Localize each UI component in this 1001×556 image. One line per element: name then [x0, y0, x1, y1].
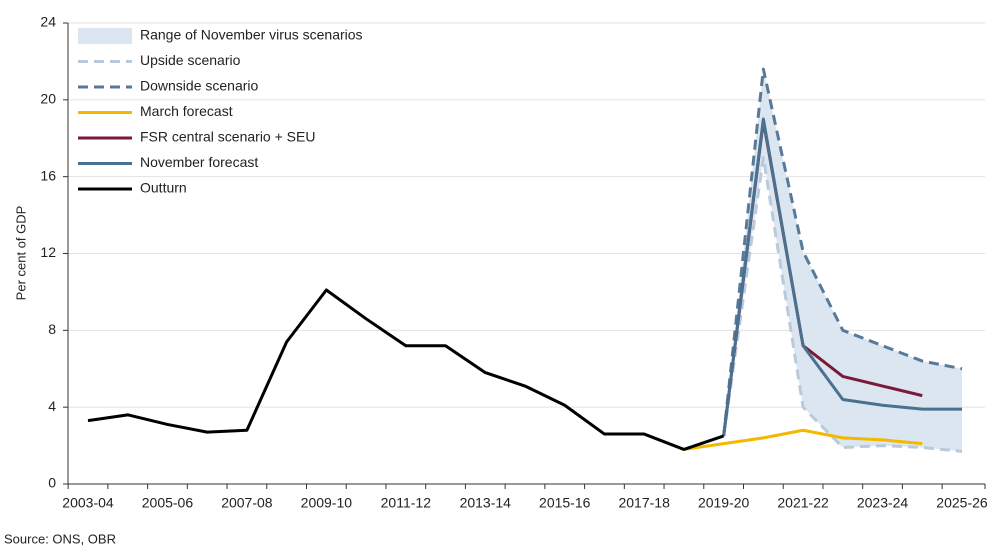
y-tick-label: 4 [48, 398, 56, 414]
scenario-range-band [723, 69, 962, 452]
x-tick-label: 2011-12 [381, 495, 432, 511]
y-tick-label: 0 [48, 475, 56, 491]
x-tick-label: 2025-26 [936, 495, 988, 511]
legend-label: Outturn [140, 180, 187, 196]
x-tick-label: 2023-24 [857, 495, 909, 511]
x-tick-label: 2019-20 [698, 495, 750, 511]
series-line [683, 428, 923, 451]
y-tick-label: 20 [40, 91, 56, 107]
x-tick-label: 2021-22 [777, 495, 829, 511]
series-line [722, 117, 962, 437]
y-tick-label: 16 [40, 167, 56, 183]
legend-label: Downside scenario [140, 78, 258, 94]
y-tick-label: 24 [40, 14, 56, 30]
series-line [722, 155, 963, 453]
legend-label: March forecast [140, 103, 233, 119]
source-note: Source: ONS, OBR [4, 531, 116, 546]
series-line [87, 288, 725, 451]
x-tick-label: 2009-10 [301, 495, 353, 511]
y-tick-label: 12 [40, 244, 56, 260]
y-tick-label: 8 [48, 321, 56, 337]
x-tick-label: 2003-04 [62, 495, 114, 511]
legend-swatch [78, 28, 132, 44]
x-tick-label: 2017-18 [618, 495, 670, 511]
x-tick-label: 2007-08 [221, 495, 273, 511]
y-axis-label: Per cent of GDP [13, 206, 28, 301]
legend-label: Upside scenario [140, 52, 241, 68]
legend-label: November forecast [140, 154, 258, 170]
legend-label: FSR central scenario + SEU [140, 129, 315, 145]
x-tick-label: 2013-14 [460, 495, 512, 511]
series-line [722, 67, 963, 437]
x-tick-label: 2015-16 [539, 495, 591, 511]
legend-label: Range of November virus scenarios [140, 27, 363, 43]
x-tick-label: 2005-06 [142, 495, 194, 511]
